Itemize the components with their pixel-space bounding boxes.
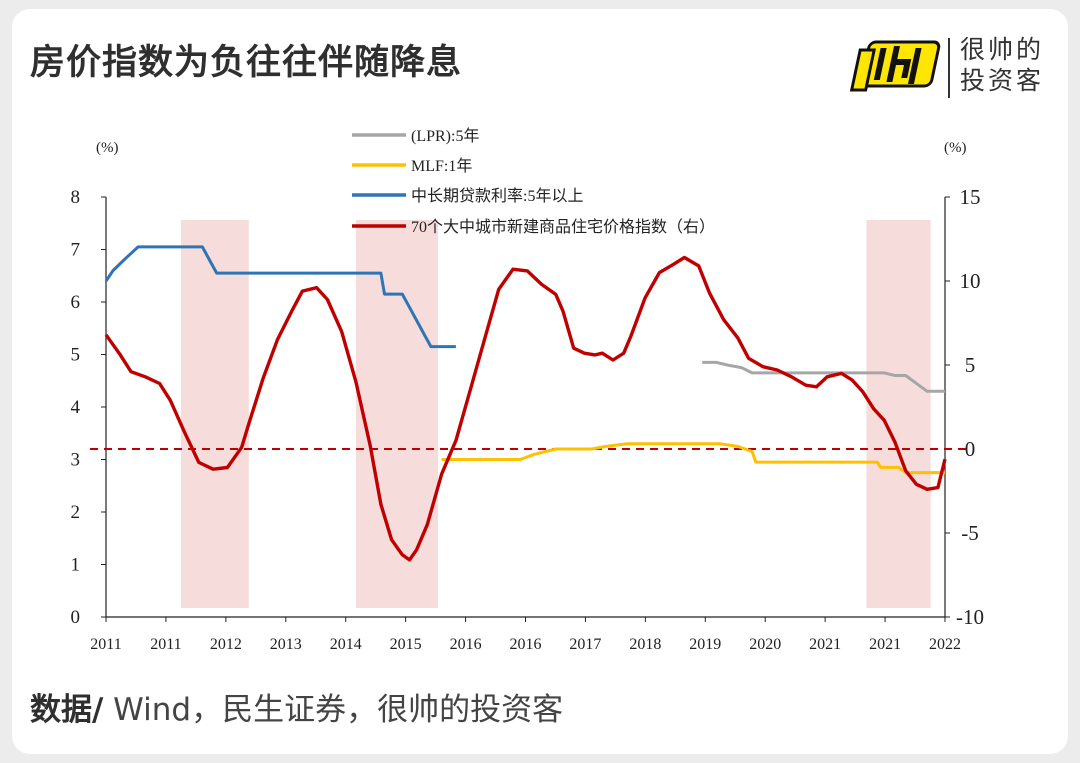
series-lines: [104, 245, 947, 562]
x-tick-labels: 2011 2011 2012 2013 2014 2015 2016 2016 2017 2018…: [90, 617, 961, 653]
left-tick-label: 6: [71, 292, 81, 313]
brand-logo-icon: [842, 32, 942, 106]
x-tick-label: 2015: [390, 636, 422, 653]
house-price-index-line: [104, 255, 947, 562]
page-title: 房价指数为负往往伴随降息: [30, 43, 463, 83]
lpr-series-line: [702, 360, 945, 393]
x-tick-label: 2019: [689, 636, 721, 653]
x-tick-label: 2013: [270, 636, 302, 653]
right-tick-labels: -10 -5 0 5 10 15: [945, 185, 984, 629]
x-tick-label: 2016: [510, 636, 542, 653]
x-tick-label: 2012: [210, 636, 242, 653]
left-tick-labels: 0 1 2 3 4 5 6 7 8: [71, 187, 106, 628]
right-tick-label: 5: [965, 353, 976, 377]
legend-item-loan-rate-label: 中长期贷款利率:5年以上: [411, 187, 583, 205]
right-tick-label: 0: [965, 437, 976, 461]
x-tick-label: 2021: [869, 636, 901, 653]
right-tick-label: 15: [960, 185, 981, 209]
x-tick-label: 2011: [90, 636, 121, 653]
left-tick-label: 4: [71, 397, 81, 418]
x-tick-label: 2021: [809, 636, 841, 653]
legend-item-lpr-label: (LPR):5年: [411, 127, 479, 145]
brand-logo-svg: [849, 40, 941, 92]
x-tick-label: 2017: [569, 636, 601, 653]
left-tick-label: 2: [71, 502, 81, 523]
source-footer: 数据/ Wind，民生证券，很帅的投资客: [30, 684, 563, 729]
left-tick-label: 7: [71, 240, 81, 261]
left-tick-label: 3: [71, 450, 81, 471]
left-tick-label: 8: [71, 187, 81, 208]
right-axis-unit: (%): [944, 140, 967, 156]
legend-item-house-price-label: 70个大中城市新建商品住宅价格指数（右）: [411, 218, 715, 236]
recession-shading: [180, 220, 931, 608]
source-label: 数据/: [30, 692, 104, 728]
right-tick-label: 10: [960, 269, 981, 293]
brand-name: 很帅的 投资客: [960, 34, 1060, 96]
left-tick-label: 5: [71, 345, 81, 366]
left-axis-unit: (%): [96, 140, 119, 156]
x-tick-label: 2020: [749, 636, 781, 653]
brand-block: 很帅的 投资客: [840, 30, 1050, 110]
x-tick-label: 2018: [629, 636, 661, 653]
mlf-series-line: [441, 442, 945, 475]
source-text: Wind，民生证券，很帅的投资客: [103, 692, 564, 728]
x-tick-label: 2014: [330, 636, 362, 653]
legend-item-mlf-label: MLF:1年: [411, 157, 472, 175]
loan-rate-series-line: [104, 245, 456, 349]
x-tick-label: 2016: [450, 636, 482, 653]
left-tick-label: 1: [71, 555, 81, 576]
shaded-period: [180, 220, 249, 608]
brand-divider: [948, 38, 950, 98]
right-tick-label: -10: [956, 605, 984, 629]
shaded-period: [355, 220, 439, 608]
right-tick-label: -5: [961, 521, 979, 545]
brand-name-line1: 很帅的: [960, 35, 1045, 64]
brand-name-line2: 投资客: [960, 66, 1045, 95]
left-tick-label: 0: [71, 607, 81, 628]
x-tick-label: 2011: [150, 636, 181, 653]
shaded-period: [866, 220, 931, 608]
x-tick-label: 2022: [929, 636, 961, 653]
